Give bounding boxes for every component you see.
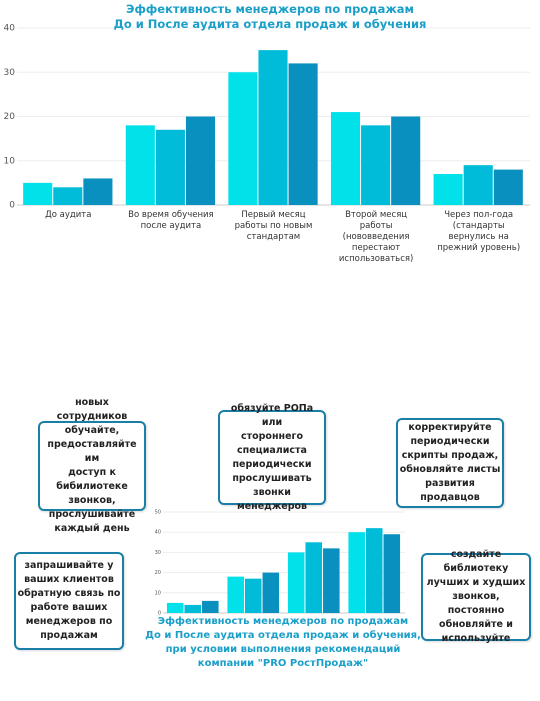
bar: [383, 534, 401, 613]
bar: [288, 63, 318, 206]
bar: [228, 72, 258, 205]
y-tick-label: 50: [155, 510, 161, 516]
bar: [258, 50, 288, 205]
bar: [433, 174, 463, 205]
bar: [202, 600, 219, 613]
bar: [227, 576, 244, 613]
bar: [185, 116, 216, 205]
bar: [83, 178, 113, 205]
bar: [23, 182, 53, 205]
bar: [323, 548, 340, 613]
callout: корректируйте периодически скрипты прода…: [396, 418, 504, 508]
y-tick-label: 10: [155, 590, 161, 596]
bar: [166, 602, 184, 613]
bar: [184, 604, 202, 613]
y-tick-label: 10: [4, 156, 16, 166]
bar: [287, 552, 305, 613]
chart-title: Эффективность менеджеров по продажам До …: [113, 2, 427, 31]
bar: [365, 528, 383, 613]
bar: [361, 125, 391, 205]
callout: обязуйте РОПа или стороннего специалиста…: [218, 403, 326, 512]
x-tick-label: До аудита: [45, 210, 92, 220]
y-tick-label: 0: [158, 611, 161, 617]
y-tick-label: 20: [4, 112, 16, 122]
bar: [330, 112, 361, 205]
bar: [463, 165, 493, 205]
x-tick-label: Через пол-года (стандарты вернулись на п…: [437, 210, 521, 254]
bar: [244, 578, 262, 613]
bar: [125, 125, 155, 205]
bar: [155, 129, 185, 205]
x-tick-label: Первый месяц работы по новым стандартам: [234, 210, 313, 243]
x-tick-label: Во время обучения после аудита: [128, 210, 214, 232]
bar: [305, 542, 323, 613]
y-tick-label: 0: [9, 201, 15, 211]
chart-title: Эффективность менеджеров по продажам До …: [145, 616, 421, 669]
callout: новых сотрудников обучайте, предоставляй…: [38, 397, 146, 534]
y-tick-label: 30: [155, 550, 161, 556]
y-tick-label: 40: [4, 24, 16, 34]
y-tick-label: 40: [155, 530, 161, 536]
bar: [53, 187, 83, 205]
bar: [493, 169, 523, 205]
y-tick-label: 30: [4, 68, 16, 78]
callout: создайте библиотеку лучших и худших звон…: [421, 549, 531, 644]
y-tick-label: 20: [155, 570, 161, 576]
bar: [348, 532, 365, 613]
bar: [262, 572, 280, 613]
x-tick-label: Второй месяц работы (нововведения перест…: [338, 210, 414, 265]
callout: запрашивайте у ваших клиентов обратную с…: [14, 552, 124, 650]
bar: [391, 116, 421, 205]
